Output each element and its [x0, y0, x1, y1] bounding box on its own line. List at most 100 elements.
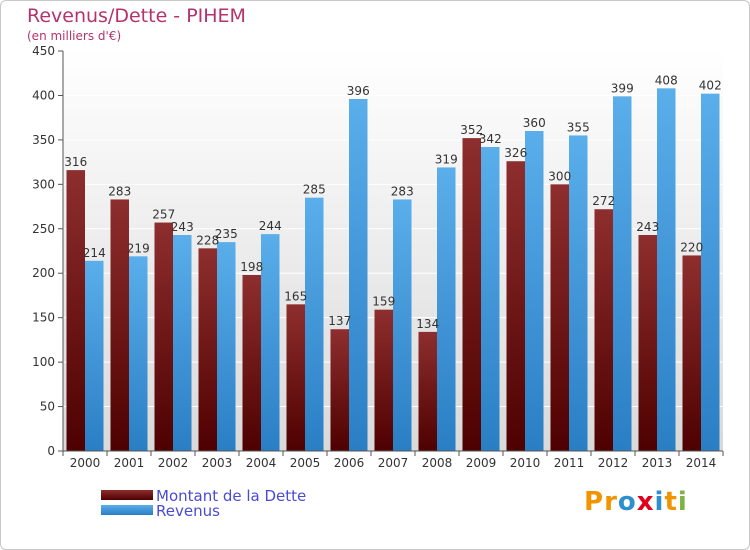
bar-dette: [550, 184, 569, 452]
logo-letter: o: [617, 487, 637, 517]
logo-letter: i: [677, 487, 688, 517]
data-label: 342: [479, 132, 502, 146]
data-label: 402: [699, 79, 722, 93]
data-label: 355: [567, 120, 590, 134]
bar-revenus: [173, 235, 192, 451]
bar-revenus: [349, 99, 368, 451]
bar-dette: [506, 161, 525, 451]
data-label: 300: [548, 169, 571, 183]
y-tick-label: 450: [32, 44, 55, 58]
logo-letter: r: [604, 487, 618, 517]
bar-revenus: [217, 242, 236, 451]
y-tick-label: 150: [32, 311, 55, 325]
x-tick-label: 2003: [202, 456, 233, 470]
bar-revenus: [261, 234, 280, 451]
data-label: 244: [259, 219, 282, 233]
data-label: 235: [215, 227, 238, 241]
data-label: 220: [680, 240, 703, 254]
bar-dette: [286, 304, 305, 451]
bar-dette: [330, 329, 349, 451]
data-label: 272: [592, 194, 615, 208]
data-label: 316: [64, 155, 87, 169]
y-tick-label: 200: [32, 266, 55, 280]
x-tick-label: 2014: [686, 456, 717, 470]
legend-swatch-dette: [101, 490, 153, 500]
x-tick-label: 2000: [70, 456, 101, 470]
y-tick-label: 50: [40, 400, 55, 414]
bar-dette: [198, 248, 217, 451]
data-label: 219: [127, 241, 150, 255]
data-label: 214: [83, 246, 106, 260]
bar-dette: [462, 138, 481, 451]
y-tick-label: 300: [32, 177, 55, 191]
proxiti-logo: Proxiti: [584, 487, 688, 517]
chart-subtitle: (en milliers d'€): [27, 29, 122, 43]
legend-label-revenus: Revenus: [156, 502, 220, 520]
data-label: 326: [504, 146, 527, 160]
data-label: 319: [435, 152, 458, 166]
data-label: 360: [523, 116, 546, 130]
bar-revenus: [657, 88, 676, 451]
data-label: 399: [611, 81, 634, 95]
bar-revenus: [437, 167, 456, 451]
logo-letter: i: [654, 487, 665, 517]
x-tick-label: 2001: [114, 456, 145, 470]
y-tick-label: 350: [32, 133, 55, 147]
y-tick-label: 100: [32, 355, 55, 369]
x-tick-label: 2005: [290, 456, 321, 470]
bar-revenus: [129, 256, 148, 451]
data-label: 159: [372, 295, 395, 309]
bar-revenus: [393, 199, 412, 451]
bar-revenus: [85, 260, 104, 451]
x-tick-label: 2011: [554, 456, 585, 470]
data-label: 134: [416, 317, 439, 331]
x-tick-label: 2013: [642, 456, 673, 470]
bar-dette: [154, 222, 173, 451]
x-tick-label: 2007: [378, 456, 409, 470]
bar-revenus: [613, 96, 632, 451]
data-label: 283: [391, 184, 414, 198]
logo-letter: t: [664, 487, 678, 517]
y-tick-label: 0: [47, 444, 55, 458]
bar-revenus: [305, 197, 324, 451]
logo-letter: P: [584, 487, 605, 517]
data-label: 198: [240, 260, 263, 274]
data-label: 137: [328, 314, 351, 328]
data-label: 283: [108, 184, 131, 198]
data-label: 228: [196, 233, 219, 247]
chart-title: Revenus/Dette - PIHEM: [27, 5, 246, 27]
y-tick-label: 400: [32, 88, 55, 102]
bar-revenus: [701, 93, 720, 452]
x-tick-label: 2002: [158, 456, 189, 470]
data-label: 352: [460, 123, 483, 137]
bar-dette: [374, 309, 393, 451]
x-tick-label: 2004: [246, 456, 277, 470]
data-label: 396: [347, 84, 370, 98]
x-tick-label: 2012: [598, 456, 629, 470]
x-tick-label: 2009: [466, 456, 497, 470]
bar-dette: [242, 275, 261, 451]
bar-dette: [66, 170, 85, 451]
data-label: 165: [284, 289, 307, 303]
data-label: 243: [171, 220, 194, 234]
bar-revenus: [525, 131, 544, 451]
x-tick-label: 2006: [334, 456, 365, 470]
y-tick-label: 250: [32, 222, 55, 236]
bar-dette: [110, 199, 129, 451]
x-tick-label: 2008: [422, 456, 453, 470]
data-label: 257: [152, 208, 175, 222]
legend-label-dette: Montant de la Dette: [156, 487, 307, 505]
bar-revenus: [481, 147, 500, 451]
data-label: 285: [303, 183, 326, 197]
data-label: 408: [655, 73, 678, 87]
x-tick-label: 2010: [510, 456, 541, 470]
logo-letter: x: [636, 487, 655, 517]
bar-revenus: [569, 135, 588, 451]
bar-dette: [682, 255, 701, 451]
bar-dette: [594, 209, 613, 451]
legend-swatch-revenus: [101, 505, 153, 515]
bar-dette: [418, 331, 437, 451]
bar-dette: [638, 235, 657, 451]
